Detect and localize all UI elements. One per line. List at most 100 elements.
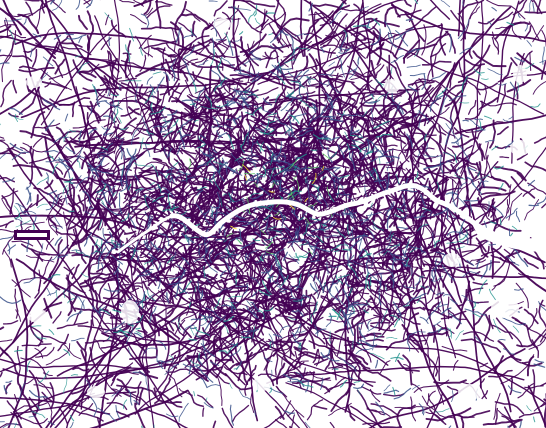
road-segment xyxy=(406,257,410,267)
road-segment xyxy=(139,142,150,146)
road-segment xyxy=(3,249,12,268)
road-segment xyxy=(320,46,325,53)
road-segment xyxy=(212,287,228,326)
road-segment xyxy=(179,130,186,150)
road-segment xyxy=(391,271,395,283)
road-segment xyxy=(148,297,154,320)
road-segment xyxy=(452,127,456,139)
road-segment xyxy=(163,146,170,157)
road-segment xyxy=(446,231,465,237)
road-segment xyxy=(266,166,285,171)
road-segment xyxy=(213,0,228,17)
road-segment xyxy=(502,118,513,124)
road-segment xyxy=(294,323,303,341)
road-segment xyxy=(150,102,154,112)
road-segment xyxy=(325,93,333,114)
road-segment xyxy=(96,90,112,100)
road-segment xyxy=(425,142,428,152)
road-segment xyxy=(244,328,260,337)
road-segment xyxy=(3,18,22,22)
road-segment xyxy=(347,305,357,320)
road-segment xyxy=(281,181,309,201)
road-segment xyxy=(456,246,465,250)
road-segment xyxy=(68,210,75,213)
road-segment xyxy=(303,32,322,40)
road-segment xyxy=(144,194,150,209)
road-segment xyxy=(97,407,117,422)
road-segment xyxy=(291,231,297,248)
road-segment xyxy=(447,309,467,320)
road-segment xyxy=(48,58,84,80)
road-segment xyxy=(180,176,197,182)
road-segment xyxy=(484,115,492,120)
road-segment xyxy=(298,380,314,388)
road-segment xyxy=(366,254,371,263)
road-segment xyxy=(157,90,402,126)
road-segment xyxy=(540,382,546,387)
road-segment xyxy=(135,381,142,406)
road-segment xyxy=(383,389,400,394)
road-segment xyxy=(401,261,407,268)
road-segment xyxy=(300,238,316,252)
road-segment xyxy=(526,40,532,47)
road-segment xyxy=(231,179,247,184)
road-segment xyxy=(403,0,412,7)
road-segment xyxy=(408,331,426,336)
road-segment xyxy=(52,225,59,230)
road-segment xyxy=(268,70,278,76)
road-segment xyxy=(164,245,173,256)
road-segment xyxy=(149,204,183,228)
road-segment xyxy=(46,190,58,196)
road-segment xyxy=(298,255,309,259)
road-segment xyxy=(372,220,384,231)
road-segment xyxy=(18,381,26,401)
road-segment xyxy=(299,99,315,109)
road-segment xyxy=(5,380,13,383)
road-segment xyxy=(293,70,298,90)
road-segment xyxy=(414,48,420,57)
road-segment xyxy=(409,248,417,254)
road-segment xyxy=(402,249,408,258)
road-segment xyxy=(44,149,59,153)
road-segment xyxy=(21,210,37,215)
road-segment xyxy=(55,230,79,237)
road-segment xyxy=(335,166,347,196)
road-segment xyxy=(288,235,295,252)
road-segment xyxy=(493,258,511,287)
road-segment xyxy=(326,73,368,87)
road-segment xyxy=(139,181,164,194)
road-segment xyxy=(267,243,279,250)
road-segment xyxy=(443,152,454,157)
road-segment xyxy=(214,266,233,275)
road-segment xyxy=(239,36,248,57)
road-segment xyxy=(330,273,338,285)
road-segment xyxy=(373,120,390,129)
road-segment xyxy=(341,185,354,202)
road-segment xyxy=(289,297,301,300)
road-segment xyxy=(248,94,259,99)
road-segment xyxy=(518,0,525,5)
road-segment xyxy=(113,329,122,333)
road-segment xyxy=(180,210,187,216)
road-segment xyxy=(202,209,210,215)
road-segment xyxy=(11,240,34,247)
road-segment xyxy=(236,168,242,209)
road-segment xyxy=(445,123,459,145)
road-segment xyxy=(319,132,332,140)
road-segment xyxy=(296,330,306,333)
road-segment xyxy=(317,193,319,199)
road-segment xyxy=(150,106,166,115)
road-segment xyxy=(543,398,546,403)
road-segment xyxy=(467,99,477,115)
road-segment xyxy=(25,1,34,16)
road-segment xyxy=(224,32,232,43)
road-segment xyxy=(355,348,373,355)
road-segment xyxy=(149,306,157,324)
road-segment xyxy=(279,325,292,334)
road-segment xyxy=(29,149,35,185)
road-segment xyxy=(369,276,372,286)
road-segment xyxy=(405,87,409,94)
road-segment xyxy=(336,244,349,247)
road-segment xyxy=(366,115,457,359)
road-segment xyxy=(493,318,501,333)
